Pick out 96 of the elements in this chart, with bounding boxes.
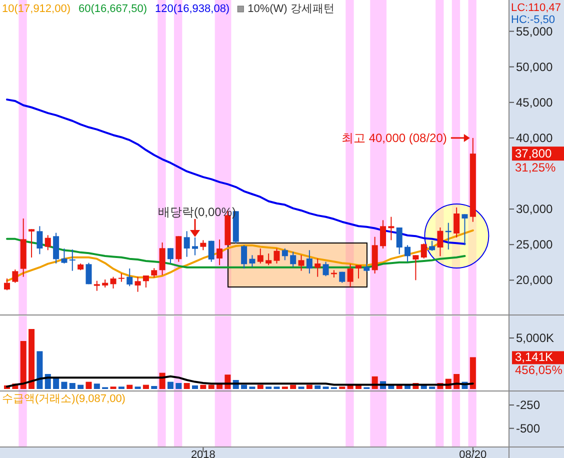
candlestick <box>126 268 133 287</box>
bar <box>53 378 60 389</box>
text: 120(16,938,08) <box>154 3 230 15</box>
x-tick-label: 08/20 <box>459 449 487 458</box>
annotation: 5,000K <box>516 331 554 345</box>
candlestick <box>159 242 166 276</box>
candlestick <box>134 276 141 292</box>
bar <box>86 382 92 389</box>
bar <box>28 329 35 389</box>
bar <box>69 383 76 389</box>
bar <box>314 385 321 389</box>
annotation: 37,800 <box>515 146 552 161</box>
bar <box>20 341 26 389</box>
candlestick <box>412 254 419 281</box>
annotation: 수급액(거래소)(9,087,00) <box>2 393 126 405</box>
candlestick <box>437 226 444 257</box>
annotation: 456,05% <box>515 363 563 378</box>
bar <box>290 384 296 389</box>
candlestick <box>86 262 92 285</box>
y-tick-label: -500 <box>516 421 540 436</box>
candlestick <box>257 248 264 264</box>
candlestick <box>274 248 280 264</box>
candlestick <box>322 261 329 277</box>
bar <box>151 386 158 389</box>
annotation: 10%(W) 강세패턴 <box>248 3 334 15</box>
y-tick-label: 25,000 <box>516 238 554 252</box>
text: 60(16,667,50) <box>78 3 147 15</box>
candlestick <box>241 244 248 269</box>
x-tick-label: 2018 <box>190 449 216 458</box>
bar <box>176 383 182 389</box>
candlestick <box>429 240 436 252</box>
bar <box>184 383 190 389</box>
candlestick <box>176 236 182 262</box>
bar <box>36 351 43 389</box>
candlestick <box>314 258 321 278</box>
candlestick <box>388 216 394 241</box>
bar <box>216 384 223 389</box>
annotation: LC:110,47 <box>511 2 561 14</box>
candlestick <box>53 232 60 264</box>
bar <box>94 384 100 389</box>
candlestick <box>110 276 116 289</box>
candlestick <box>200 240 206 251</box>
text: 10(17,912,00) <box>2 3 70 15</box>
candlestick <box>249 254 256 268</box>
annotation: 31,25% <box>515 160 556 175</box>
candlestick <box>347 264 354 288</box>
bar <box>167 382 174 389</box>
bar <box>470 357 476 389</box>
candlestick <box>4 278 10 291</box>
bar <box>142 384 149 389</box>
candlestick <box>28 228 35 258</box>
candlestick <box>44 234 51 251</box>
candlestick <box>298 254 304 272</box>
candlestick <box>167 248 174 264</box>
y-tick-label: 45,000 <box>516 95 554 110</box>
candlestick <box>118 272 124 282</box>
bar <box>192 385 198 389</box>
candlestick <box>192 236 198 256</box>
candlestick <box>94 280 100 292</box>
y-tick-label: 40,000 <box>516 130 554 145</box>
candlestick <box>69 248 76 272</box>
y-tick-label: 55,000 <box>516 24 554 38</box>
candlestick <box>282 248 288 261</box>
bar <box>78 384 84 389</box>
bar <box>306 384 312 389</box>
y-tick-label: 30,000 <box>516 202 554 216</box>
annotation: HC:-5,50 <box>511 14 556 26</box>
y-tick-label: -250 <box>516 398 540 412</box>
annotation: 최고 40,000 (08/20) <box>342 130 447 145</box>
candlestick <box>420 243 427 259</box>
candlestick <box>184 230 190 258</box>
candlestick <box>355 264 362 279</box>
candlestick <box>454 207 460 238</box>
bar <box>241 384 248 389</box>
candlestick <box>36 226 43 255</box>
candlestick <box>380 220 386 249</box>
y-tick-label: 20,000 <box>516 273 554 288</box>
candlestick <box>216 239 223 266</box>
y-tick-label: 50,000 <box>516 60 554 74</box>
candlestick <box>208 240 214 262</box>
candlestick <box>266 252 272 266</box>
annotation: 배당락(0,00%) <box>158 205 236 219</box>
bar <box>257 384 264 389</box>
candlestick <box>306 250 312 274</box>
bar <box>208 384 214 389</box>
bar <box>200 384 206 389</box>
bar <box>126 384 133 389</box>
candlestick <box>151 268 158 278</box>
candlestick <box>396 226 402 255</box>
candlestick <box>290 251 296 268</box>
candlestick <box>462 214 468 246</box>
candlestick <box>12 268 18 284</box>
candlestick <box>61 248 68 264</box>
candlestick <box>404 244 411 262</box>
annotation: 3,141K <box>515 350 554 364</box>
bar <box>61 382 68 389</box>
